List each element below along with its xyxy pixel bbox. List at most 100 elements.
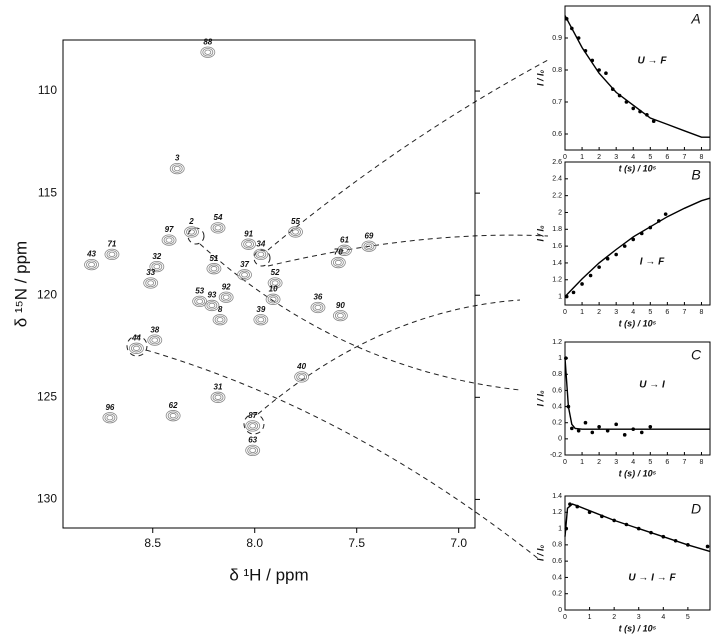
y-tick-label: 1 bbox=[558, 525, 562, 532]
peak-label: 31 bbox=[214, 382, 223, 391]
data-point bbox=[663, 212, 668, 216]
peak-label: 63 bbox=[248, 436, 257, 445]
peak-contour bbox=[255, 250, 267, 259]
peak-label: 96 bbox=[105, 403, 114, 412]
peak-contour bbox=[210, 222, 226, 234]
peak-contour bbox=[184, 226, 199, 238]
peak-contour bbox=[245, 444, 261, 457]
peak-label: 32 bbox=[152, 252, 161, 261]
data-point bbox=[622, 433, 627, 437]
x-tick-label: 4 bbox=[631, 154, 635, 161]
data-point bbox=[651, 119, 656, 123]
peak bbox=[210, 266, 218, 272]
peak-contour bbox=[208, 264, 220, 273]
peak-contour bbox=[288, 226, 303, 238]
peak-label: 44 bbox=[131, 333, 141, 342]
x-tick-label: 5 bbox=[648, 459, 652, 466]
peak-contour bbox=[206, 301, 218, 310]
data-point bbox=[583, 49, 588, 53]
x-tick-label: 7 bbox=[682, 459, 686, 466]
peak-contour bbox=[129, 342, 144, 354]
peak-contour bbox=[332, 309, 348, 322]
data-point bbox=[705, 544, 710, 549]
peak bbox=[188, 229, 195, 235]
peak-contour bbox=[171, 164, 183, 173]
x-tick-label: 1 bbox=[580, 459, 584, 466]
y-tick-label: 0.2 bbox=[552, 420, 562, 427]
data-point bbox=[631, 427, 636, 431]
y-axis-label: I / I₀ bbox=[535, 70, 545, 87]
peak bbox=[151, 337, 159, 343]
peak-contour bbox=[86, 260, 97, 269]
x-axis-label: t (s) / 10⁵ bbox=[619, 318, 657, 328]
peak-contour bbox=[332, 258, 344, 267]
y-tick-label: 2.6 bbox=[552, 159, 562, 166]
data-point bbox=[617, 93, 622, 98]
peak-contour bbox=[161, 234, 177, 246]
data-point bbox=[622, 244, 627, 248]
peak bbox=[298, 374, 306, 380]
peak-contour bbox=[334, 311, 346, 320]
x-tick-label: 3 bbox=[614, 459, 618, 466]
y-tick-label: 2 bbox=[558, 209, 562, 216]
data-point bbox=[624, 100, 629, 104]
peak-contour bbox=[169, 162, 185, 175]
y-tick-label: 1 bbox=[558, 293, 562, 300]
peak-label: 70 bbox=[334, 248, 343, 257]
data-point bbox=[600, 514, 604, 519]
peak-contour bbox=[145, 278, 157, 288]
x-axis-label: t (s) / 10⁵ bbox=[619, 163, 657, 173]
panel-letter: C bbox=[691, 347, 702, 363]
peak bbox=[106, 415, 114, 421]
peak bbox=[257, 251, 265, 258]
peak bbox=[222, 294, 230, 300]
y-tick-label: 0.7 bbox=[552, 99, 562, 106]
y-tick-label: 2.2 bbox=[552, 192, 562, 199]
y-tick-label: 115 bbox=[38, 185, 57, 199]
x-tick-label: 5 bbox=[648, 154, 652, 161]
peak bbox=[241, 272, 248, 278]
peak bbox=[341, 247, 348, 253]
x-tick-label: 8.5 bbox=[144, 536, 161, 550]
peak-contour bbox=[247, 446, 259, 455]
peak-label: 3 bbox=[175, 154, 180, 163]
data-point bbox=[649, 530, 653, 535]
data-point bbox=[639, 231, 644, 236]
data-point bbox=[564, 526, 569, 531]
peak bbox=[365, 243, 373, 249]
peak-contour bbox=[267, 295, 279, 304]
peak-contour bbox=[102, 412, 118, 424]
x-tick-label: 5 bbox=[686, 614, 690, 621]
data-point bbox=[648, 424, 653, 429]
x-tick-label: 3 bbox=[614, 154, 618, 161]
x-tick-label: 6 bbox=[665, 309, 669, 316]
data-point bbox=[597, 265, 601, 269]
data-point bbox=[639, 430, 644, 435]
peak-contour bbox=[255, 315, 267, 324]
x-tick-label: 0 bbox=[563, 154, 567, 161]
peak-label: 37 bbox=[240, 260, 249, 269]
x-tick-label: 6 bbox=[665, 154, 669, 161]
connector bbox=[267, 234, 549, 267]
peak bbox=[165, 237, 173, 243]
data-point bbox=[614, 252, 618, 257]
data-point bbox=[612, 518, 616, 523]
peak-contour bbox=[151, 262, 163, 271]
fit-line bbox=[564, 197, 711, 298]
data-point bbox=[638, 109, 642, 114]
peak bbox=[214, 394, 222, 400]
peak-contour bbox=[253, 314, 269, 326]
x-tick-label: 6 bbox=[665, 459, 669, 466]
peak-label: 55 bbox=[291, 217, 300, 226]
y-axis-label: I / I₀ bbox=[535, 545, 545, 562]
peak-label: 10 bbox=[269, 284, 278, 293]
peak-label: 69 bbox=[364, 231, 373, 240]
peak bbox=[245, 241, 253, 247]
data-point bbox=[645, 113, 649, 117]
peak-highlight bbox=[243, 413, 265, 435]
peak bbox=[336, 312, 344, 319]
peak-label: 40 bbox=[296, 362, 306, 371]
data-point bbox=[564, 356, 568, 360]
peak-contour bbox=[165, 410, 181, 422]
peak-contour bbox=[290, 227, 301, 237]
